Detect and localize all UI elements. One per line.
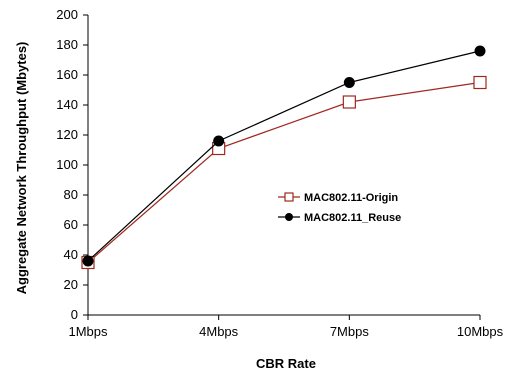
y-axis-title: Aggregate Network Throughput (Mbytes) <box>14 42 29 295</box>
y-tick-label: 100 <box>56 157 78 172</box>
legend-label: MAC802.11-Origin <box>304 192 398 204</box>
x-tick-label: 7Mbps <box>330 324 370 339</box>
series-layer <box>81 45 487 270</box>
data-point <box>473 75 487 90</box>
series-MAC802.11-Origin <box>81 75 487 270</box>
data-point <box>82 255 94 267</box>
y-tick-label: 20 <box>64 277 78 292</box>
y-tick-label: 40 <box>64 247 78 262</box>
legend-item: MAC802.11-Origin <box>278 192 398 204</box>
series-line <box>87 50 481 262</box>
legend: MAC802.11-Origin MAC802.11_Reuse <box>278 192 401 224</box>
data-point <box>474 45 486 57</box>
y-tick-label: 60 <box>64 217 78 232</box>
y-axis-ticks: 0 20 40 60 80 100 120 140 160 180 200 <box>56 7 88 322</box>
data-point <box>342 95 356 109</box>
axes <box>87 15 480 316</box>
x-axis-ticks: 1Mbps 4Mbps 7Mbps 10Mbps <box>68 315 504 339</box>
data-point <box>343 77 355 88</box>
legend-item: MAC802.11_Reuse <box>278 212 401 224</box>
y-tick-label: 160 <box>56 67 78 82</box>
y-tick-label: 80 <box>64 187 78 202</box>
y-tick-label: 120 <box>56 127 78 142</box>
x-tick-label: 10Mbps <box>457 324 504 339</box>
series-MAC802.11_Reuse <box>82 45 486 267</box>
legend-label: MAC802.11_Reuse <box>304 212 401 224</box>
x-tick-label: 4Mbps <box>199 324 239 339</box>
legend-marker <box>284 192 294 202</box>
legend-marker <box>285 213 293 221</box>
series-line <box>87 81 481 263</box>
x-axis-title: CBR Rate <box>256 356 316 371</box>
data-point <box>213 135 225 147</box>
y-tick-label: 0 <box>71 307 78 322</box>
y-tick-label: 180 <box>56 37 78 52</box>
y-tick-label: 200 <box>56 7 78 22</box>
y-tick-label: 140 <box>56 97 78 112</box>
x-tick-label: 1Mbps <box>68 324 108 339</box>
